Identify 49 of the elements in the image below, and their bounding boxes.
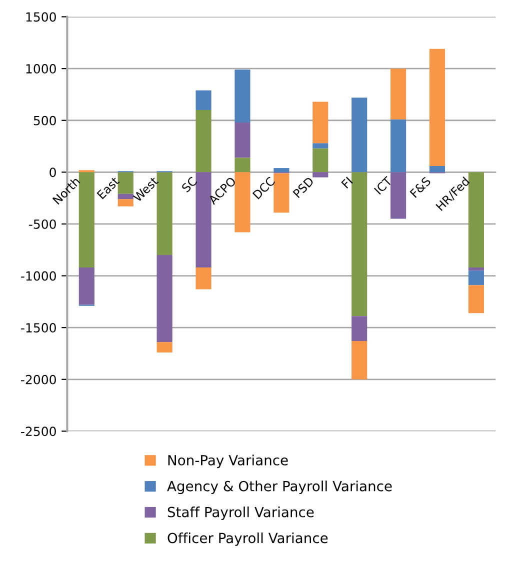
bar bbox=[118, 199, 134, 206]
x-tick-label: FI bbox=[341, 176, 353, 189]
legend-label: Staff Payroll Variance bbox=[168, 506, 314, 520]
bar bbox=[468, 172, 484, 268]
bar bbox=[274, 173, 290, 213]
y-tick-label: 1500 bbox=[26, 12, 56, 22]
y-tick-label: 500 bbox=[34, 116, 56, 126]
bar bbox=[78, 172, 94, 268]
y-tick-label: -2000 bbox=[21, 374, 56, 384]
bar bbox=[429, 166, 446, 172]
bar bbox=[352, 316, 368, 342]
bar bbox=[312, 102, 328, 144]
bar bbox=[352, 98, 368, 172]
bar bbox=[312, 148, 328, 172]
bar bbox=[196, 172, 212, 268]
bar bbox=[352, 341, 368, 380]
bar bbox=[390, 119, 406, 172]
bar bbox=[274, 168, 290, 172]
bar bbox=[468, 267, 484, 271]
bar bbox=[312, 172, 328, 178]
y-tick-label: -500 bbox=[29, 219, 56, 229]
bar bbox=[468, 270, 484, 286]
bar bbox=[156, 342, 172, 352]
legend-label: Agency & Other Payroll Variance bbox=[167, 480, 392, 494]
bar bbox=[234, 122, 250, 158]
x-tick-label: ICT bbox=[374, 176, 393, 195]
bar bbox=[468, 285, 484, 314]
x-tick-label: PSD bbox=[292, 176, 314, 198]
bar bbox=[234, 172, 250, 232]
legend-label: Non-Pay Variance bbox=[168, 454, 288, 468]
bar bbox=[78, 267, 94, 305]
y-tick-label: -1500 bbox=[21, 323, 56, 333]
legend-label: Officer Payroll Variance bbox=[168, 532, 328, 546]
bar bbox=[234, 158, 250, 172]
y-tick-label: -1000 bbox=[21, 271, 56, 281]
bar bbox=[390, 68, 406, 120]
bar bbox=[196, 90, 212, 110]
bar bbox=[196, 267, 212, 290]
bar bbox=[196, 110, 212, 172]
y-tick-label: -2500 bbox=[21, 426, 56, 436]
x-tick-label: SC bbox=[181, 176, 198, 193]
bar bbox=[156, 255, 172, 342]
bar bbox=[390, 172, 406, 219]
y-tick-label: 0 bbox=[50, 168, 56, 178]
bar bbox=[429, 48, 446, 166]
bar bbox=[312, 143, 328, 148]
bar bbox=[234, 70, 250, 122]
y-tick-label: 1000 bbox=[26, 64, 56, 74]
bar bbox=[352, 172, 368, 316]
